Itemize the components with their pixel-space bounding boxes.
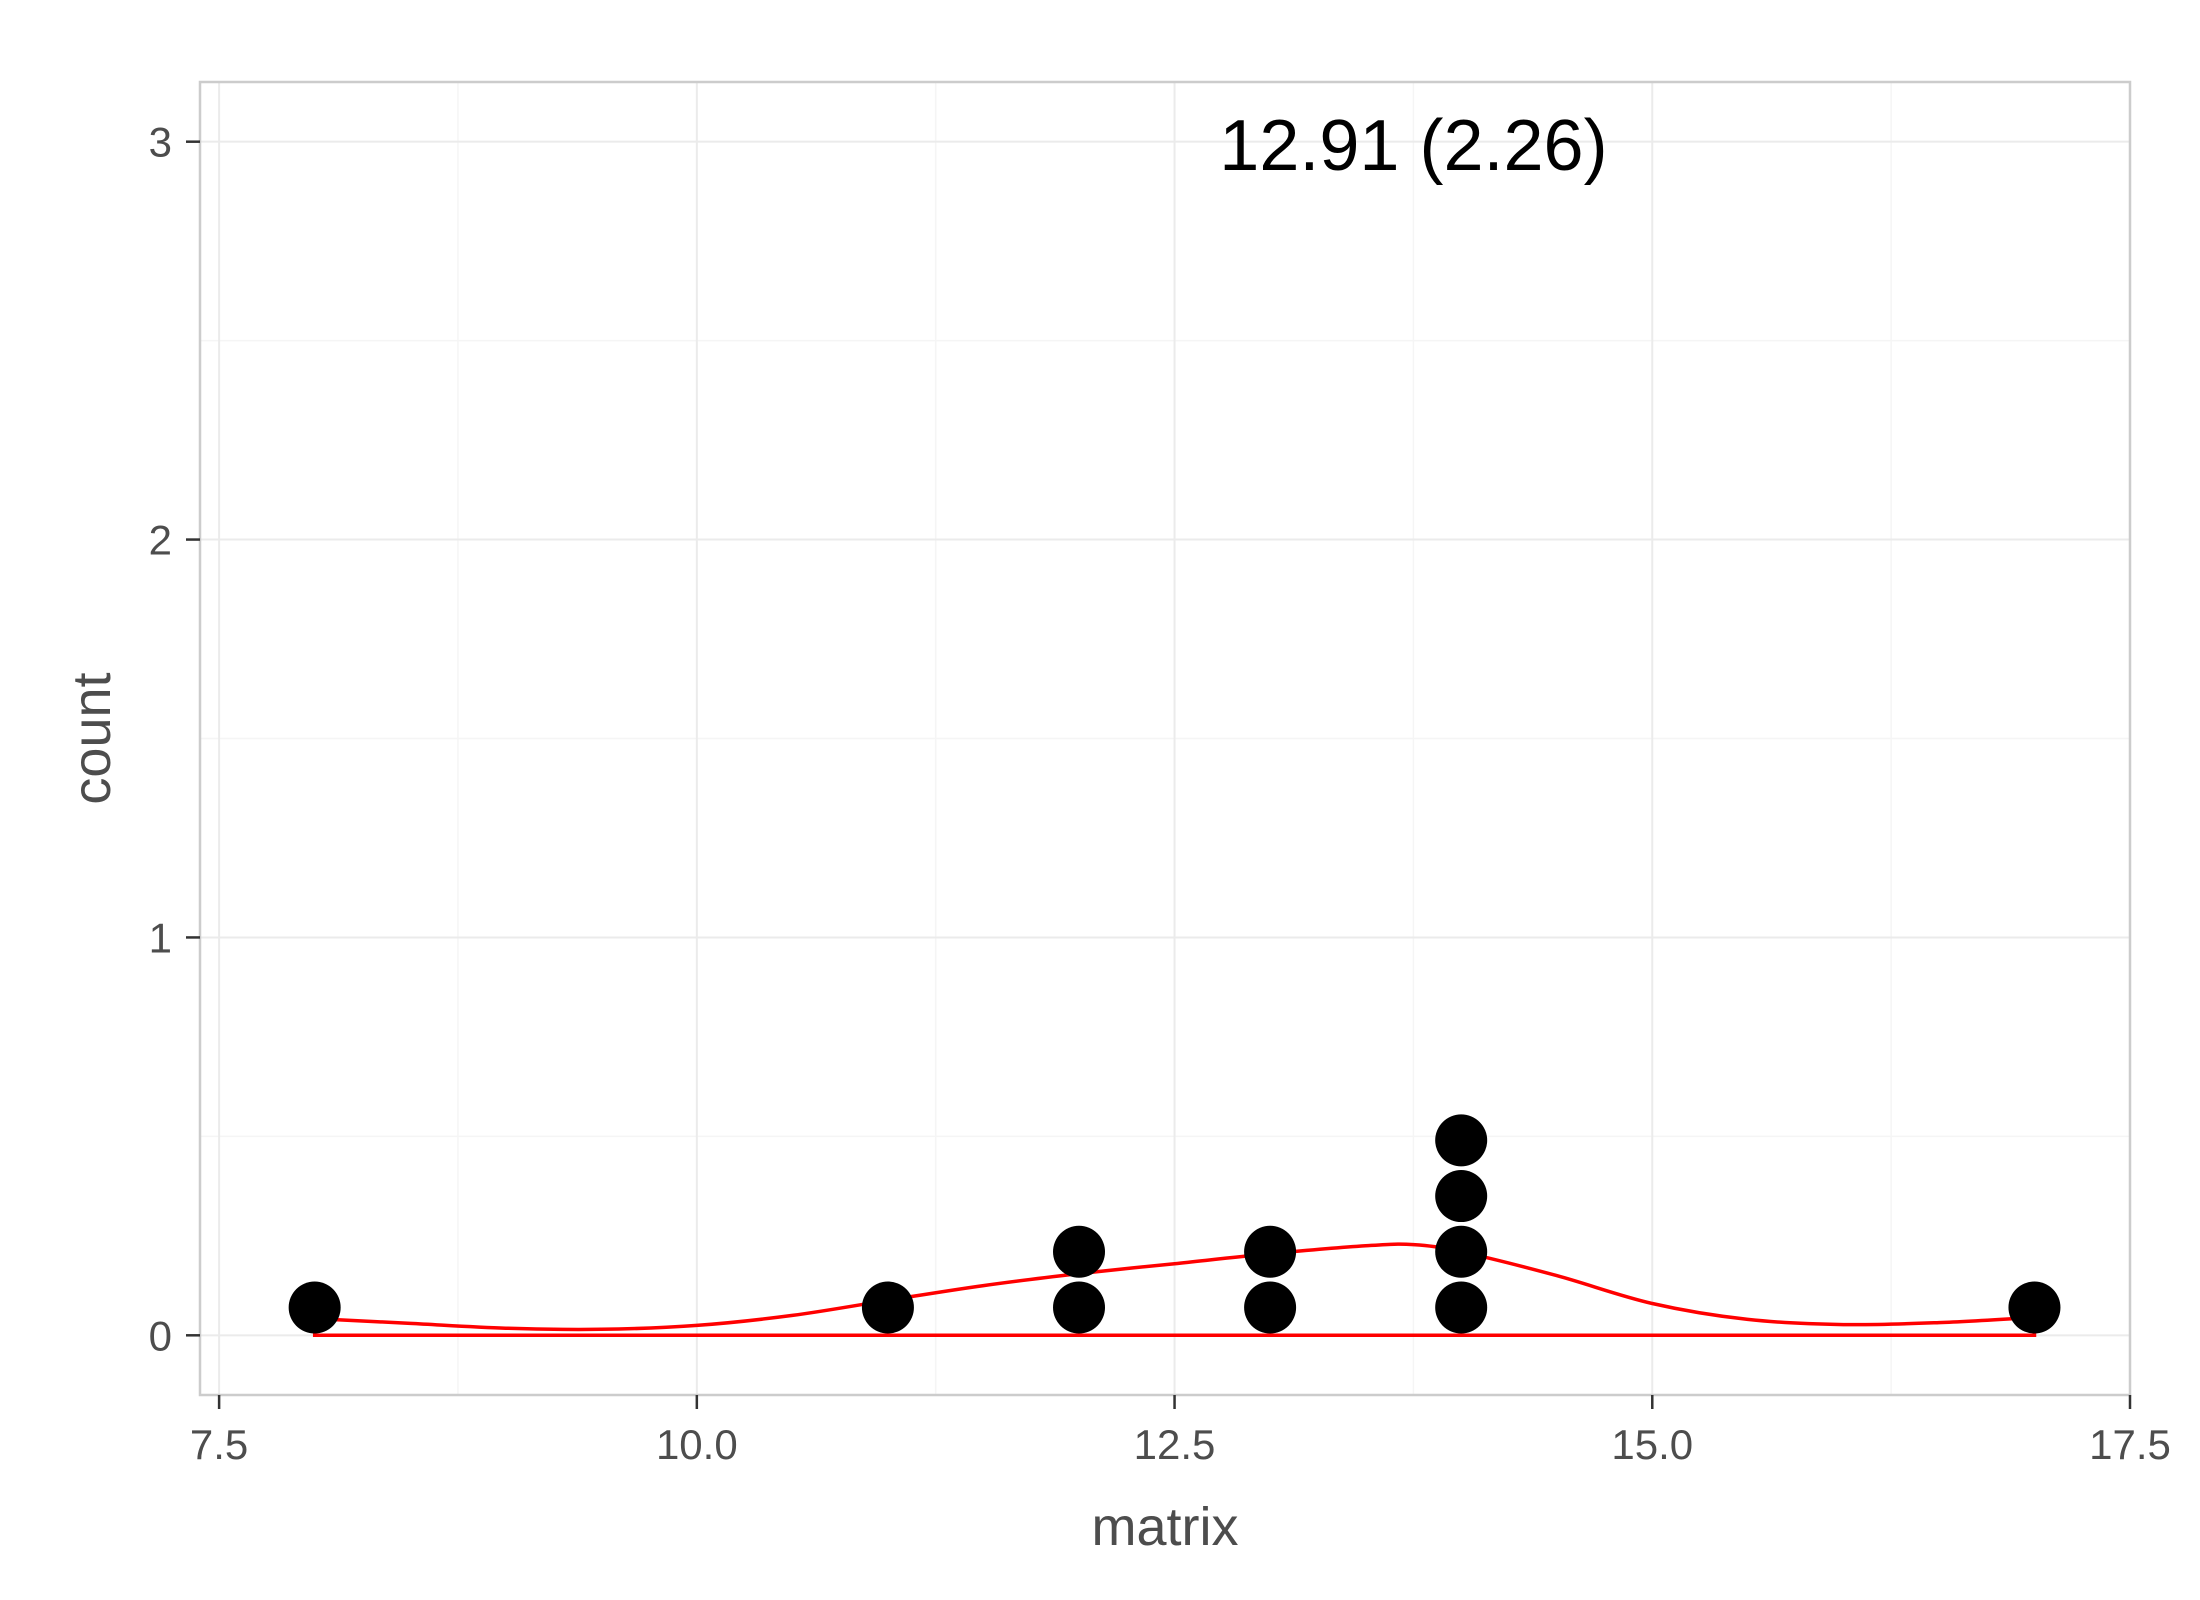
y-tick-label: 3 — [149, 119, 172, 166]
data-point — [1435, 1170, 1488, 1223]
data-point — [1435, 1281, 1488, 1334]
data-point — [288, 1281, 341, 1334]
x-axis-title: matrix — [1092, 1497, 1239, 1557]
y-tick-label: 0 — [149, 1312, 172, 1359]
axis-ticks: 7.5 10.0 12.5 15.0 17.5 0 1 2 3 — [149, 119, 2171, 1468]
x-tick-label: 12.5 — [1134, 1421, 1216, 1468]
x-tick-label: 17.5 — [2089, 1421, 2171, 1468]
x-tick-label: 10.0 — [656, 1421, 738, 1468]
x-tick-label: 7.5 — [190, 1421, 248, 1468]
y-tick-label: 1 — [149, 914, 172, 961]
data-point — [1435, 1114, 1488, 1167]
data-point — [861, 1281, 914, 1334]
y-tick-label: 2 — [149, 517, 172, 564]
data-point — [1435, 1225, 1488, 1278]
y-axis-title: count — [62, 672, 122, 804]
data-point — [1244, 1281, 1297, 1334]
density-curve — [312, 1242, 2037, 1338]
data-point — [2008, 1281, 2061, 1334]
panel-border — [198, 80, 2132, 1397]
data-point — [1053, 1281, 1106, 1334]
summary-annotation: 12.91 (2.26) — [1219, 106, 1607, 186]
x-tick-label: 15.0 — [1611, 1421, 1693, 1468]
data-point — [1053, 1225, 1106, 1278]
dot-layer — [288, 1114, 2061, 1334]
density-layer — [312, 1242, 2037, 1338]
data-point — [1244, 1225, 1297, 1278]
